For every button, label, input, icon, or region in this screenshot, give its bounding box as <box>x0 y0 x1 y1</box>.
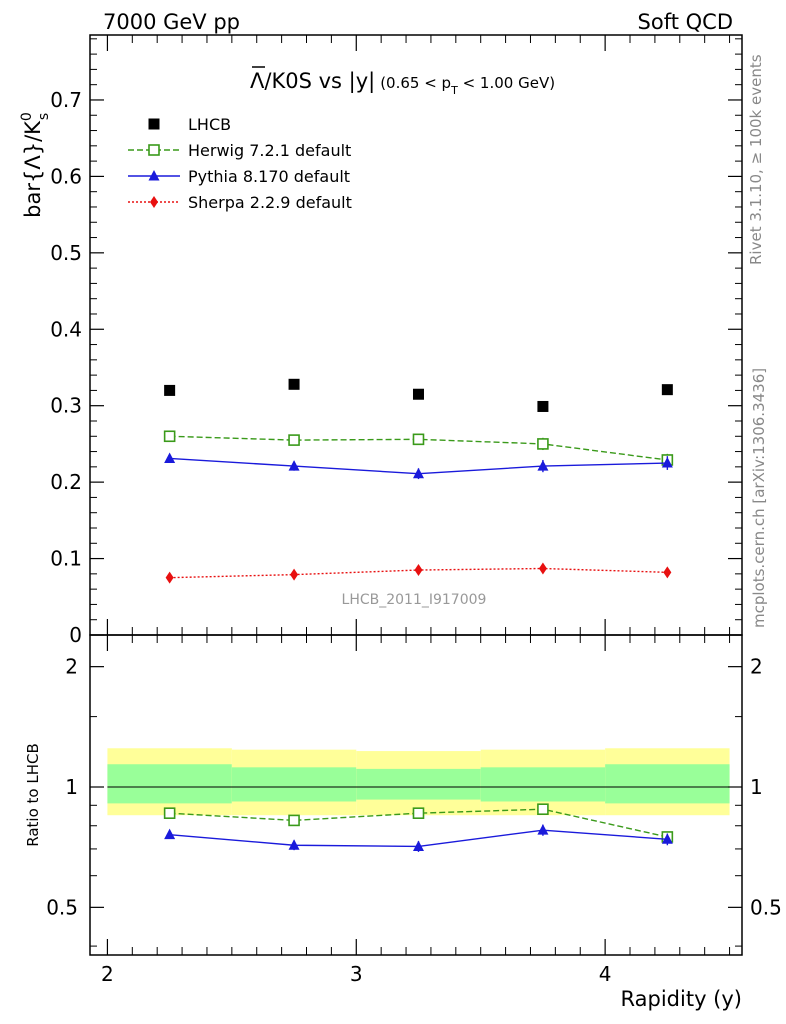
ratio-line-herwig <box>169 808 668 838</box>
ratio-ytick-label: 1 <box>65 775 78 799</box>
ratio-panel-frame <box>89 634 743 956</box>
legend-entry-herwig: Herwig 7.2.1 default <box>128 141 351 160</box>
ratio-point-herwig <box>537 803 549 815</box>
point-pythia <box>412 467 424 479</box>
plot-title-main: Λ/K0S vs |y| <box>250 69 375 94</box>
point-data <box>537 400 549 412</box>
ratio-point-pythia <box>661 833 673 844</box>
legend-entry-pythia: Pythia 8.170 default <box>128 167 350 186</box>
ratio-ytick-label-right: 0.5 <box>750 895 782 919</box>
side-label-rivet: Rivet 3.1.10, ≥ 100k events <box>747 54 765 265</box>
ratio-uncertainty-bands <box>107 748 730 816</box>
point-pythia <box>164 452 176 463</box>
xtick-label: 2 <box>101 962 114 986</box>
ratio-ytick-label: 2 <box>65 655 78 679</box>
point-herwig <box>537 438 549 450</box>
legend-label-pythia: Pythia 8.170 default <box>188 167 350 186</box>
legend-label-data: LHCB <box>188 115 231 134</box>
point-sherpa <box>538 562 547 575</box>
legend-marker-pythia <box>148 170 160 181</box>
point-data <box>661 384 673 396</box>
point-data <box>288 378 300 390</box>
main-y-ticks: 0 0.1 0.2 0.3 0.4 0.5 0.6 0.7 <box>50 38 742 647</box>
xtick-label: 3 <box>350 962 363 986</box>
main-ylabel: bar{Λ}/K0s <box>19 112 52 218</box>
legend-label-herwig: Herwig 7.2.1 default <box>188 141 351 160</box>
point-sherpa <box>663 566 672 579</box>
ratio-band-inner <box>107 764 232 804</box>
ratio-ytick-label-right: 1 <box>750 775 763 799</box>
point-pythia <box>537 460 549 471</box>
x-axis-label: Rapidity (y) <box>621 987 742 1011</box>
ratio-band-inner <box>480 767 606 802</box>
main-ylabel-sub: s <box>36 113 52 120</box>
plot-title-cut: (0.65 < p <box>380 74 451 92</box>
main-ytick-label: 0.5 <box>50 241 82 265</box>
main-ytick-label: 0.4 <box>50 317 82 341</box>
side-label-mcplots: mcplots.cern.ch [arXiv:1306.3436] <box>750 368 768 628</box>
ratio-series-pythia <box>164 824 673 852</box>
x-ticks: 2 3 4 <box>101 35 731 986</box>
ratio-ylabel: Ratio to LHCB <box>24 743 42 847</box>
point-herwig <box>412 433 425 446</box>
legend-entry-data: LHCB <box>148 115 231 134</box>
main-ytick-label: 0.3 <box>50 394 82 418</box>
legend-marker-sherpa <box>150 196 158 208</box>
point-herwig <box>288 434 300 446</box>
series-sherpa <box>165 562 672 584</box>
main-ytick-label: 0.6 <box>50 164 82 188</box>
point-sherpa <box>290 568 299 581</box>
main-ytick-label: 0 <box>69 623 82 647</box>
header-right: Soft QCD <box>638 10 733 34</box>
series-pythia <box>164 452 673 480</box>
ratio-band-inner <box>356 768 481 800</box>
ratio-point-herwig <box>163 807 176 819</box>
main-ytick-label: 0.7 <box>50 88 82 112</box>
main-ylabel-text: bar{Λ}/K <box>21 120 45 218</box>
legend: LHCB Herwig 7.2.1 default Pythia 8.170 def… <box>128 115 352 212</box>
ratio-band-inner <box>231 767 357 802</box>
legend-label-sherpa: Sherpa 2.2.9 default <box>188 193 352 212</box>
plot-title-cut-end: < 1.00 GeV) <box>458 74 555 92</box>
ratio-ytick-label-right: 2 <box>750 655 763 679</box>
ratio-band-inner <box>605 764 730 804</box>
ratio-series-marks <box>163 803 674 852</box>
point-sherpa <box>165 571 174 584</box>
point-data <box>412 388 424 400</box>
point-data <box>164 384 176 396</box>
ratio-point-herwig <box>288 814 300 827</box>
point-sherpa <box>414 564 423 577</box>
series-data <box>164 378 673 412</box>
legend-marker-herwig <box>148 144 160 156</box>
watermark: LHCB_2011_I917009 <box>342 592 487 608</box>
legend-entry-sherpa: Sherpa 2.2.9 default <box>128 193 352 212</box>
ratio-point-pythia <box>288 839 300 850</box>
ratio-panel: 0.5 0.5 1 1 2 2 2 3 4 Ratio to LHCB Rapidity (y… <box>24 35 782 1011</box>
point-pythia <box>661 457 673 468</box>
ratio-point-pythia <box>537 824 549 835</box>
ratio-point-pythia <box>412 840 424 851</box>
legend-marker-data <box>148 118 160 130</box>
ratio-point-herwig <box>412 807 425 819</box>
series-herwig <box>163 430 674 467</box>
main-ytick-label: 0.1 <box>50 547 82 571</box>
plot-title-cut-sub: T <box>450 84 458 97</box>
xtick-label: 4 <box>599 962 612 986</box>
header-left: 7000 GeV pp <box>103 10 240 34</box>
main-panel: 00.10.20.30.40.50.60.7 bar{Λ}/K0s Λ/K0S … <box>19 34 743 647</box>
ratio-point-pythia <box>164 828 176 840</box>
main-ytick-label: 0.2 <box>50 470 82 494</box>
point-pythia <box>288 460 300 471</box>
main-ylabel-sup: 0 <box>19 112 35 121</box>
ratio-ytick-label: 0.5 <box>46 895 78 919</box>
main-series-marks <box>163 378 674 584</box>
plot-title: Λ/K0S vs |y| (0.65 < pT < 1.00 GeV) <box>250 69 555 97</box>
ratio-y-ticks: 0.5 0.5 1 1 2 2 <box>46 655 782 947</box>
point-herwig <box>163 430 176 443</box>
